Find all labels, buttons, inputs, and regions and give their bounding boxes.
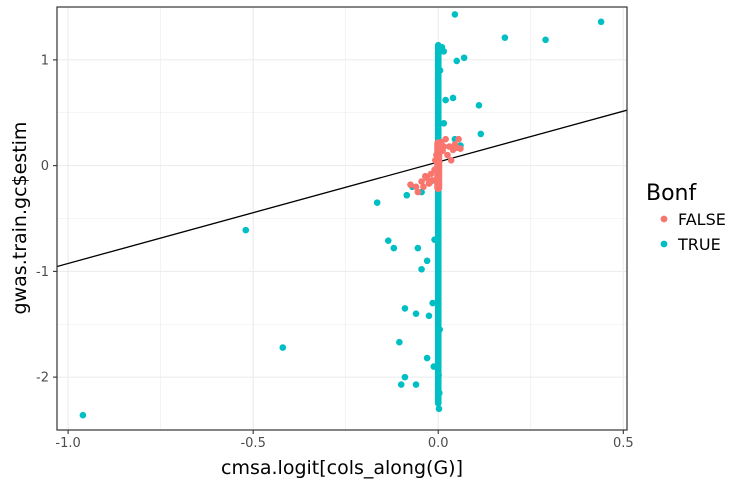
data-point-true bbox=[418, 265, 425, 273]
y-tick-label: -2 bbox=[36, 371, 49, 386]
data-point-true bbox=[434, 114, 442, 122]
x-tick-label: 0.5 bbox=[613, 436, 634, 451]
data-point-true bbox=[453, 57, 461, 65]
data-point-false bbox=[433, 151, 440, 159]
data-point-true bbox=[384, 237, 392, 245]
data-point-false bbox=[444, 151, 451, 159]
data-point-true bbox=[436, 326, 444, 333]
data-point-true bbox=[401, 373, 409, 381]
data-point-true bbox=[279, 344, 287, 351]
data-point-true bbox=[442, 96, 449, 104]
data-point-true bbox=[425, 312, 433, 320]
data-point-true bbox=[79, 411, 87, 419]
data-point-true bbox=[501, 34, 509, 41]
data-point-true bbox=[475, 102, 483, 109]
data-point-true bbox=[412, 310, 420, 317]
data-point-true bbox=[397, 381, 405, 388]
data-point-true bbox=[460, 54, 468, 62]
data-point-true bbox=[414, 244, 422, 252]
data-point-false bbox=[442, 135, 449, 143]
y-tick-label: 0 bbox=[41, 159, 49, 174]
data-point-true bbox=[423, 354, 431, 362]
data-point-true bbox=[429, 299, 436, 307]
x-axis-title: cmsa.logit[cols_along(G)] bbox=[221, 457, 463, 479]
data-point-true bbox=[403, 191, 411, 199]
data-point-false bbox=[455, 135, 462, 143]
data-point-true bbox=[436, 389, 443, 397]
data-point-false bbox=[407, 181, 414, 188]
data-point-true bbox=[412, 381, 420, 388]
data-point-false bbox=[429, 177, 436, 184]
legend-label-false: FALSE bbox=[678, 210, 726, 229]
data-point-false bbox=[440, 143, 448, 150]
legend-key-true bbox=[660, 240, 668, 248]
data-point-false bbox=[420, 183, 427, 191]
fit-line-layer bbox=[57, 109, 627, 268]
axis-ticks: -1.0 -0.5 0.0 0.5 -2 -1 0 1 bbox=[36, 53, 634, 451]
data-point-true bbox=[423, 257, 431, 265]
points-layer bbox=[79, 11, 605, 419]
data-point-true bbox=[542, 36, 549, 44]
y-tick-label: 1 bbox=[41, 53, 49, 68]
plot-border bbox=[56, 6, 628, 431]
fit-line bbox=[57, 109, 627, 268]
data-point-false bbox=[457, 145, 464, 153]
data-point-true bbox=[449, 94, 457, 102]
data-point-true bbox=[451, 11, 459, 18]
data-point-true bbox=[436, 67, 444, 74]
legend-title: Bonf bbox=[646, 181, 697, 206]
y-tick-label: -1 bbox=[36, 265, 49, 280]
data-point-false bbox=[412, 183, 420, 191]
data-point-true bbox=[373, 199, 381, 206]
data-point-true bbox=[438, 43, 446, 51]
legend: Bonf FALSE TRUE bbox=[646, 181, 726, 254]
x-tick-label: -1.0 bbox=[55, 436, 80, 451]
data-point-true bbox=[434, 77, 442, 85]
dense-band-true bbox=[434, 41, 442, 407]
series-false bbox=[407, 135, 464, 196]
data-point-true bbox=[435, 405, 443, 413]
data-point-true bbox=[431, 236, 438, 243]
x-tick-label: -0.5 bbox=[240, 436, 265, 451]
data-point-true bbox=[440, 120, 448, 127]
legend-key-false bbox=[660, 215, 668, 223]
data-point-false bbox=[431, 157, 439, 164]
data-point-false bbox=[431, 166, 438, 174]
data-point-true bbox=[597, 18, 605, 26]
data-point-true bbox=[390, 244, 398, 252]
data-point-true bbox=[430, 363, 438, 370]
data-point-true bbox=[477, 130, 485, 138]
data-point-false bbox=[418, 178, 425, 185]
legend-label-true: TRUE bbox=[677, 235, 721, 254]
data-point-false bbox=[447, 157, 455, 164]
data-point-true bbox=[242, 226, 250, 234]
data-point-true bbox=[396, 338, 403, 346]
x-tick-label: 0.0 bbox=[428, 436, 449, 451]
data-point-true bbox=[435, 371, 442, 379]
data-point-false bbox=[414, 188, 422, 196]
y-axis-title: gwas.train.gc$estim bbox=[9, 122, 31, 315]
data-point-true bbox=[401, 305, 409, 312]
data-point-true bbox=[434, 283, 442, 291]
